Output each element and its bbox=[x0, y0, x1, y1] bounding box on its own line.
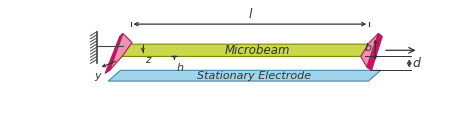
Text: b: b bbox=[365, 43, 372, 53]
Polygon shape bbox=[361, 33, 378, 67]
Text: l: l bbox=[248, 8, 252, 21]
Text: Stationary Electrode: Stationary Electrode bbox=[197, 71, 311, 81]
Text: h: h bbox=[177, 63, 184, 73]
Polygon shape bbox=[109, 33, 132, 70]
Polygon shape bbox=[122, 44, 369, 56]
Text: d: d bbox=[412, 57, 420, 70]
Polygon shape bbox=[108, 70, 381, 81]
Text: z: z bbox=[145, 55, 151, 65]
Text: Microbeam: Microbeam bbox=[225, 44, 290, 57]
Polygon shape bbox=[367, 33, 383, 70]
Text: y: y bbox=[94, 71, 100, 81]
Polygon shape bbox=[105, 33, 123, 73]
